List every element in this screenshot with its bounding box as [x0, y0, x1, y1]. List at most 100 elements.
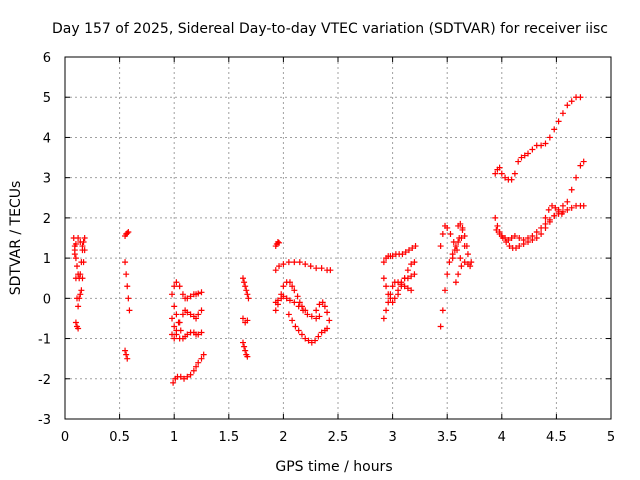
data-point — [389, 253, 396, 260]
data-point — [493, 226, 500, 233]
data-point — [551, 126, 558, 133]
data-point — [124, 283, 131, 290]
data-point — [241, 279, 248, 286]
data-point — [173, 279, 180, 286]
data-point — [447, 230, 454, 237]
data-point — [492, 170, 499, 177]
data-point — [463, 243, 470, 250]
data-point — [184, 373, 191, 380]
data-point — [296, 299, 303, 306]
x-axis-label: GPS time / hours — [275, 459, 392, 475]
data-point — [315, 333, 322, 340]
data-point — [292, 323, 299, 330]
data-point — [169, 315, 176, 322]
data-point — [383, 283, 390, 290]
data-point — [385, 299, 392, 306]
series-arc-4b — [239, 315, 251, 326]
data-point — [502, 174, 509, 181]
data-point — [198, 307, 205, 314]
data-point — [457, 255, 464, 262]
data-point — [289, 317, 296, 324]
data-point — [324, 325, 331, 332]
data-point — [286, 297, 293, 304]
data-point — [79, 243, 86, 250]
data-point — [542, 224, 549, 231]
data-point — [72, 241, 79, 248]
data-point — [321, 303, 328, 310]
data-point — [184, 295, 191, 302]
data-point — [389, 283, 396, 290]
data-point — [239, 339, 246, 346]
data-point — [559, 110, 566, 117]
data-point — [319, 299, 326, 306]
data-point — [577, 94, 584, 101]
data-point — [542, 214, 549, 221]
data-point — [242, 283, 249, 290]
data-point — [72, 275, 79, 282]
data-point — [278, 291, 285, 298]
data-points — [70, 94, 587, 386]
series-arc-3c — [169, 315, 205, 342]
data-point — [449, 255, 456, 262]
data-point — [274, 301, 281, 308]
data-point — [455, 271, 462, 278]
data-point — [408, 261, 415, 268]
data-point — [395, 291, 402, 298]
data-point — [577, 162, 584, 169]
data-point — [506, 243, 513, 250]
data-point — [516, 243, 523, 250]
series-arc-4a — [239, 275, 252, 302]
data-point — [239, 275, 246, 282]
data-point — [77, 291, 84, 298]
data-point — [280, 283, 287, 290]
data-point — [175, 319, 182, 326]
series-arc-8a — [492, 94, 584, 183]
data-point — [555, 208, 562, 215]
data-point — [494, 222, 501, 229]
grid-lines — [65, 57, 611, 419]
data-point — [176, 283, 183, 290]
series-arc-2 — [122, 228, 132, 239]
data-point — [274, 239, 281, 246]
x-tick-label: 3 — [388, 430, 396, 445]
data-point — [193, 315, 200, 322]
data-point — [313, 265, 320, 272]
data-point — [79, 275, 86, 282]
data-point — [312, 337, 319, 344]
data-point — [555, 118, 562, 125]
data-point — [125, 228, 132, 235]
data-point — [457, 220, 464, 227]
data-point — [444, 224, 451, 231]
data-point — [496, 230, 503, 237]
data-point — [291, 259, 298, 266]
x-tick-label: 0.5 — [109, 430, 130, 445]
data-point — [173, 311, 180, 318]
data-point — [498, 170, 505, 177]
data-point — [72, 319, 79, 326]
y-tick-label: 6 — [43, 51, 51, 66]
data-point — [464, 251, 471, 258]
data-point — [327, 267, 334, 274]
data-point — [184, 309, 191, 316]
data-point — [409, 245, 416, 252]
data-point — [72, 255, 79, 262]
data-point — [521, 152, 528, 159]
data-point — [304, 311, 311, 318]
data-point — [276, 239, 283, 246]
series-arc-5d — [272, 279, 309, 314]
data-point — [75, 325, 82, 332]
series-arc-8d — [542, 202, 565, 221]
data-point — [200, 351, 207, 358]
data-point — [313, 307, 320, 314]
data-point — [318, 329, 325, 336]
x-tick-label: 0 — [61, 430, 69, 445]
data-point — [525, 150, 532, 157]
data-point — [564, 198, 571, 205]
data-point — [468, 259, 475, 266]
x-tick-label: 5 — [607, 430, 615, 445]
data-point — [280, 261, 287, 268]
data-point — [195, 290, 202, 297]
series-arc-6b — [380, 271, 418, 306]
data-point — [302, 307, 309, 314]
